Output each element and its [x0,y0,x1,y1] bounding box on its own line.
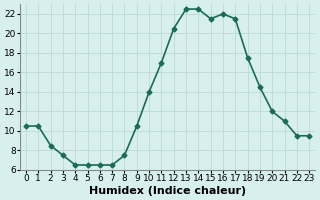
X-axis label: Humidex (Indice chaleur): Humidex (Indice chaleur) [89,186,246,196]
